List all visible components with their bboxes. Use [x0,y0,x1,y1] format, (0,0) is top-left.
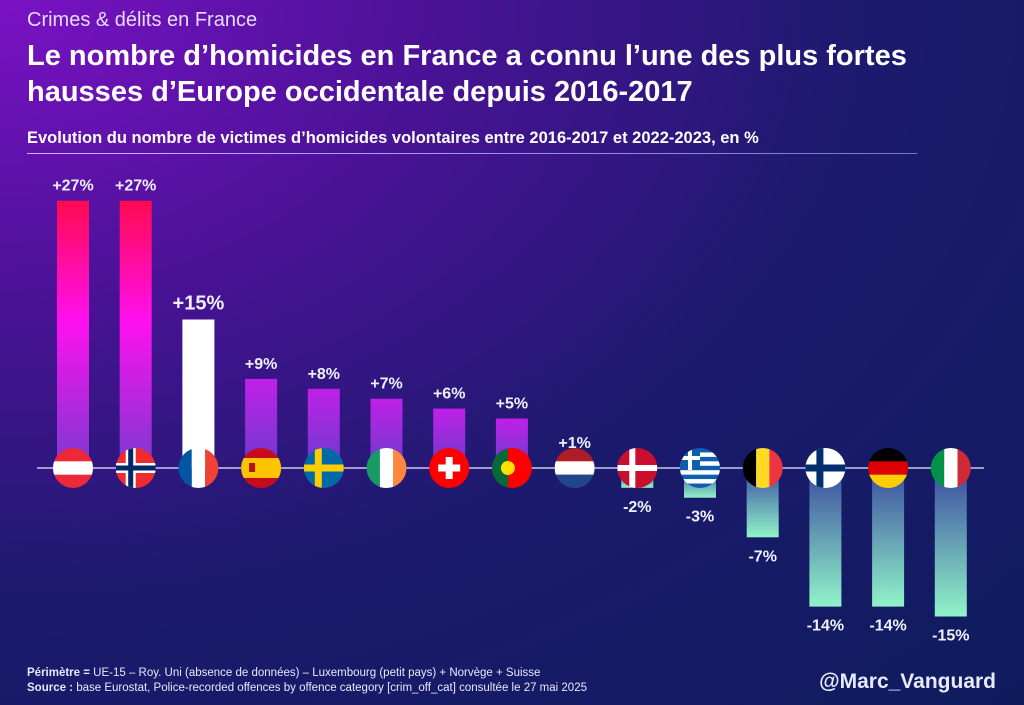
perimetre-label: Périmètre = [27,667,90,679]
bar-france [182,319,215,468]
france-flag-icon [178,448,219,488]
bar-austria [57,200,89,468]
kicker: Crimes & délits en France [27,9,258,31]
netherlands-flag-icon [554,448,595,488]
data-label: -7% [748,548,776,565]
data-label: +8% [308,366,340,383]
perimetre-text: UE-15 – Roy. Uni (absence de données) – … [89,667,541,679]
austria-flag-icon [53,448,93,488]
data-label: +7% [370,376,402,393]
data-label: +6% [433,386,465,403]
divider [27,153,917,154]
sweden-flag-icon [303,448,344,488]
italy-flag-icon [930,448,971,488]
data-label: -3% [686,509,714,526]
germany-flag-icon [868,448,909,488]
bar-finland [809,468,842,607]
data-label: -14% [869,618,906,635]
data-label: +1% [558,435,590,452]
source-text: base Eurostat, Police-recorded offences … [73,682,587,694]
denmark-flag-icon [617,448,658,488]
belgium-flag-icon [742,448,783,488]
norway-flag-icon [115,448,156,488]
finland-flag-icon [805,448,846,488]
data-label: +27% [52,178,93,195]
data-label: -2% [623,499,651,516]
switzerland-flag-icon [429,448,470,488]
page-title: Le nombre d’homicides en France a connu … [27,40,907,108]
bar-italy [934,468,967,617]
chart-subtitle: Evolution du nombre de victimes d’homici… [27,129,759,147]
data-label: +9% [245,356,277,373]
footer-notes: Périmètre = UE-15 – Roy. Uni (absence de… [27,666,587,696]
portugal-flag-icon [491,448,532,488]
data-label: -15% [932,628,969,645]
author-handle: @Marc_Vanguard [819,670,996,693]
bar-norway [119,200,152,468]
data-label: +5% [496,396,528,413]
data-label: -14% [807,618,844,635]
source-label: Source : [27,682,74,694]
bar-germany [872,468,905,607]
data-label: +27% [115,178,156,195]
spain-flag-icon [241,448,282,488]
data-label: +15% [173,293,225,315]
greece-flag-icon [680,448,720,488]
ireland-flag-icon [366,448,407,488]
